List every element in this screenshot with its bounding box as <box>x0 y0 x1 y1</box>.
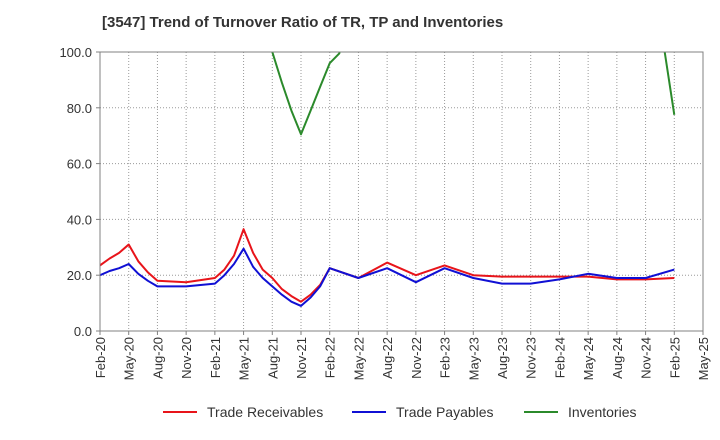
series-line-trade-receivables <box>100 228 675 303</box>
series-line-trade-payables <box>100 247 675 307</box>
series-line-inventories-2 <box>663 52 676 115</box>
x-tick-label: Nov-20 <box>179 337 194 379</box>
series-line-inventories-1 <box>271 52 341 136</box>
y-tick-label: 40.0 <box>67 212 92 227</box>
chart-title: [3547] Trend of Turnover Ratio of TR, TP… <box>102 14 504 31</box>
x-tick-label: Aug-24 <box>610 337 625 379</box>
x-tick-label: Aug-20 <box>150 337 165 379</box>
y-tick-label: 80.0 <box>67 101 92 116</box>
legend-item-trade-receivables: Trade Receivables <box>163 404 323 420</box>
plot-frame <box>99 51 704 332</box>
x-tick-label: Aug-23 <box>495 337 510 379</box>
x-tick-label: Aug-21 <box>265 337 280 379</box>
legend-label-inventories: Inventories <box>568 404 637 420</box>
legend-item-inventories: Inventories <box>524 404 636 420</box>
x-tick-label: May-22 <box>351 337 366 380</box>
x-tick-label: Feb-22 <box>323 337 338 378</box>
x-tick-label: Feb-23 <box>438 337 453 378</box>
x-tick-label: Feb-21 <box>208 337 223 378</box>
y-tick-label: 0.0 <box>74 324 92 339</box>
x-tick-label: Feb-20 <box>93 337 108 378</box>
legend-swatch-trade-payables <box>352 411 386 413</box>
x-tick-label: Feb-25 <box>667 337 682 378</box>
x-tick-label: May-24 <box>581 337 596 380</box>
legend: Trade Receivables Trade Payables Invento… <box>0 404 720 426</box>
x-tick-label: Nov-22 <box>409 337 424 379</box>
y-tick-label: 60.0 <box>67 157 92 172</box>
x-tick-label: Feb-24 <box>552 337 567 378</box>
legend-item-trade-payables: Trade Payables <box>352 404 494 420</box>
x-tick-label: Nov-21 <box>294 337 309 379</box>
x-tick-label: May-21 <box>237 337 252 380</box>
x-tick-label: Aug-22 <box>380 337 395 379</box>
legend-swatch-inventories <box>524 411 558 413</box>
y-tick-label: 100.0 <box>59 45 92 60</box>
x-tick-label: May-20 <box>122 337 137 380</box>
legend-label-trade-payables: Trade Payables <box>396 404 494 420</box>
x-tick-label: May-25 <box>696 337 711 380</box>
x-tick-label: May-23 <box>466 337 481 380</box>
legend-swatch-trade-receivables <box>163 411 197 413</box>
y-tick-label: 20.0 <box>67 268 92 283</box>
x-tick-label: Nov-24 <box>639 337 654 379</box>
x-tick-label: Nov-23 <box>524 337 539 379</box>
legend-label-trade-receivables: Trade Receivables <box>207 404 324 420</box>
